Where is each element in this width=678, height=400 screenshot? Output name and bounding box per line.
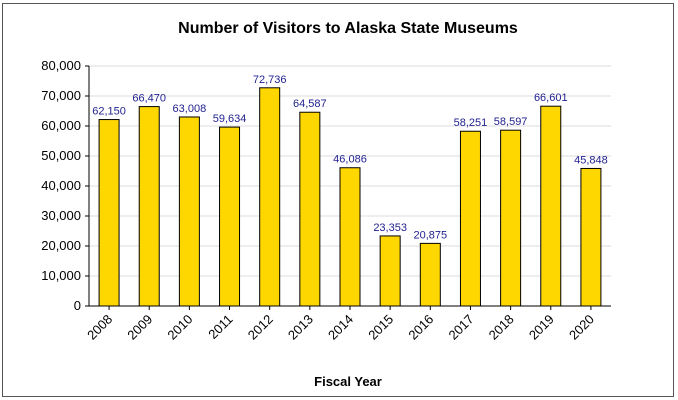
y-tick-label: 20,000 (41, 238, 81, 253)
bar-2018 (500, 129, 522, 307)
data-label-2014: 46,086 (333, 154, 367, 166)
x-tick-labels: 2008 2009 2010 2011 2012 2013 2014 2015 2016 2017… (84, 312, 597, 343)
data-label-2019: 66,601 (534, 92, 568, 104)
x-tick-label-2008: 2008 (84, 312, 115, 343)
bar-2015 (379, 235, 401, 307)
y-tick-label: 60,000 (41, 118, 81, 133)
data-label-2018: 58,597 (494, 116, 528, 128)
bar-2014 (339, 167, 361, 307)
y-tick-label: 10,000 (41, 268, 81, 283)
data-label-2011: 59,634 (213, 113, 247, 125)
x-tick-label-2014: 2014 (325, 312, 356, 343)
bar-2009 (138, 106, 160, 307)
y-tick-label: 70,000 (41, 88, 81, 103)
bar-chart: Number of Visitors to Alaska State Museu… (41, 20, 611, 389)
data-label-2017: 58,251 (454, 117, 488, 129)
bar-2013 (299, 111, 321, 307)
data-label-2010: 63,008 (173, 103, 207, 115)
bar-2008 (98, 119, 120, 307)
x-tick-label-2012: 2012 (245, 312, 276, 343)
x-axis-title: Fiscal Year (314, 374, 382, 389)
data-labels: 62,150 66,470 63,008 59,634 72,736 64,587 46,0… (92, 74, 608, 242)
x-tick-label-2019: 2019 (526, 312, 557, 343)
x-tick-label-2017: 2017 (446, 312, 477, 343)
data-label-2008: 62,150 (92, 106, 126, 118)
y-tick-label: 40,000 (41, 178, 81, 193)
bar-2016 (419, 242, 441, 307)
bar-2019 (540, 105, 562, 307)
data-label-2015: 23,353 (373, 222, 407, 234)
x-tick-label-2010: 2010 (164, 312, 195, 343)
axes (85, 65, 611, 310)
x-tick-label-2018: 2018 (486, 312, 517, 343)
chart-title: Number of Visitors to Alaska State Museu… (178, 20, 518, 37)
y-tick-label: 80,000 (41, 58, 81, 73)
data-label-2012: 72,736 (253, 74, 287, 86)
x-tick-label-2016: 2016 (405, 312, 436, 343)
chart-frame: Number of Visitors to Alaska State Museu… (2, 3, 674, 397)
data-label-2016: 20,875 (413, 229, 447, 241)
y-tick-labels: 0 10,000 20,000 30,000 40,000 50,000 60,000 70,… (41, 58, 81, 313)
bar-2020 (580, 167, 602, 307)
x-tick-label-2015: 2015 (365, 312, 396, 343)
bar-2010 (178, 116, 200, 307)
bar-2012 (259, 87, 281, 307)
bar-2017 (459, 130, 481, 307)
bar-2011 (219, 126, 241, 307)
data-label-2013: 64,587 (293, 98, 327, 110)
y-tick-label: 30,000 (41, 208, 81, 223)
data-label-2020: 45,848 (574, 154, 608, 166)
y-tick-label: 0 (74, 298, 81, 313)
x-tick-label-2013: 2013 (285, 312, 316, 343)
data-label-2009: 66,470 (132, 93, 166, 105)
x-tick-label-2020: 2020 (566, 312, 597, 343)
y-tick-label: 50,000 (41, 148, 81, 163)
x-tick-label-2011: 2011 (205, 312, 235, 342)
x-tick-label-2009: 2009 (124, 312, 155, 343)
